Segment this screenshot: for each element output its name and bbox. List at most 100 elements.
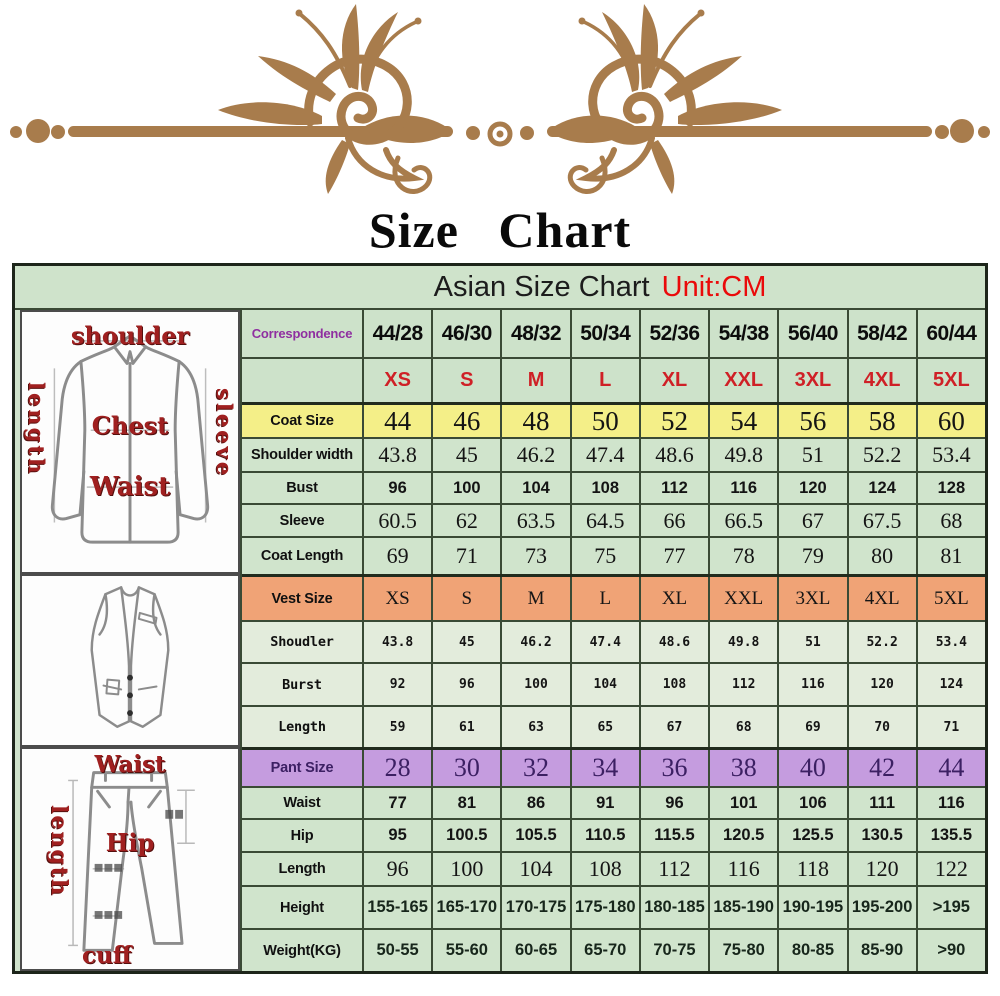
- cell-international-size-7: 4XL: [846, 359, 916, 402]
- jacket-sketch-icon: [50, 334, 210, 544]
- cell-vest-size-7: 4XL: [846, 577, 916, 620]
- cell-weight-4: 70-75: [638, 930, 708, 971]
- cell-coat-length-7: 80: [846, 538, 916, 574]
- pants-illustration: Waist length Hip cuff: [20, 747, 240, 971]
- row-label-height: Height: [280, 899, 324, 916]
- jacket-chest-label: Chest: [91, 411, 169, 440]
- cell-waist-7: 111: [846, 788, 916, 818]
- pants-length-label: length: [46, 805, 72, 897]
- page-title: Size Chart: [368, 202, 632, 258]
- cell-vest-length-5: 68: [708, 707, 777, 747]
- jacket-illustration: shoulder length sleeve Chest Waist: [20, 310, 240, 574]
- cell-bust-3: 108: [569, 473, 639, 503]
- cell-shoulder-width-1: 45: [431, 439, 500, 471]
- cell-height-5: 185-190: [708, 887, 777, 928]
- cell-bust-4: 112: [638, 473, 708, 503]
- cell-correspondence-8: 60/44: [915, 310, 985, 357]
- cell-height-0: 155-165: [362, 887, 431, 928]
- pants-hip-label: Hip: [105, 828, 155, 857]
- cell-correspondence-7: 58/42: [846, 310, 916, 357]
- cell-weight-1: 55-60: [431, 930, 500, 971]
- cell-hip-6: 125.5: [777, 820, 846, 851]
- cell-weight-0: 50-55: [362, 930, 431, 971]
- row-label-vest-shoulder: Shoudler: [270, 634, 334, 650]
- cell-vest-shoulder-7: 52.2: [846, 622, 916, 662]
- cell-vest-shoulder-3: 47.4: [569, 622, 639, 662]
- cell-correspondence-0: 44/28: [362, 310, 431, 357]
- cell-vest-shoulder-1: 45: [431, 622, 500, 662]
- cell-vest-length-7: 70: [846, 707, 916, 747]
- unit-label: Unit:CM: [661, 270, 767, 303]
- row-label-international-size: [242, 359, 362, 402]
- cell-weight-5: 75-80: [708, 930, 777, 971]
- cell-vest-size-4: XL: [638, 577, 708, 620]
- cell-pant-size-3: 34: [569, 750, 639, 786]
- illustration-column: shoulder length sleeve Chest Waist: [15, 310, 240, 971]
- cell-vest-shoulder-4: 48.6: [638, 622, 708, 662]
- cell-hip-1: 100.5: [431, 820, 500, 851]
- cell-bust-2: 104: [500, 473, 569, 503]
- cell-vest-length-6: 69: [777, 707, 846, 747]
- chart-subtitle-band: Asian Size Chart Unit:CM: [15, 266, 985, 310]
- row-vest-size: Vest Size XS S M L XL XXL 3XL 4XL 5XL: [242, 574, 985, 620]
- cell-vest-size-2: M: [500, 577, 569, 620]
- row-weight: Weight(KG) 50-55 55-60 60-65 65-70 70-75 75-80…: [242, 928, 985, 971]
- cell-correspondence-1: 46/30: [431, 310, 500, 357]
- cell-coat-size-1: 46: [431, 405, 500, 437]
- cell-weight-2: 60-65: [500, 930, 569, 971]
- cell-sleeve-7: 67.5: [846, 505, 916, 536]
- row-label-coat-size: Coat Size: [270, 413, 334, 429]
- cell-international-size-4: XL: [638, 359, 708, 402]
- cell-vest-size-0: XS: [362, 577, 431, 620]
- cell-hip-5: 120.5: [708, 820, 777, 851]
- cell-hip-3: 110.5: [569, 820, 639, 851]
- cell-bust-5: 116: [708, 473, 777, 503]
- cell-shoulder-width-7: 52.2: [846, 439, 916, 471]
- cell-hip-0: 95: [362, 820, 431, 851]
- cell-coat-length-1: 71: [431, 538, 500, 574]
- cell-vest-shoulder-8: 53.4: [915, 622, 985, 662]
- cell-pant-size-0: 28: [362, 750, 431, 786]
- cell-pant-size-6: 40: [777, 750, 846, 786]
- size-chart: Asian Size Chart Unit:CM: [12, 263, 988, 974]
- cell-sleeve-4: 66: [638, 505, 708, 536]
- row-label-vest-length: Length: [278, 719, 326, 735]
- row-pant-size: Pant Size 28 30 32 34 36 38 40 42 44: [242, 747, 985, 786]
- cell-coat-length-0: 69: [362, 538, 431, 574]
- cell-waist-8: 116: [915, 788, 985, 818]
- cell-coat-length-3: 75: [569, 538, 639, 574]
- cell-vest-length-8: 71: [915, 707, 985, 747]
- cell-vest-length-0: 59: [362, 707, 431, 747]
- cell-vest-shoulder-6: 51: [777, 622, 846, 662]
- cell-international-size-6: 3XL: [777, 359, 846, 402]
- cell-coat-size-2: 48: [500, 405, 569, 437]
- row-label-coat-length: Coat Length: [260, 548, 344, 564]
- cell-correspondence-4: 52/36: [638, 310, 708, 357]
- cell-coat-length-8: 81: [915, 538, 985, 574]
- cell-correspondence-3: 50/34: [569, 310, 639, 357]
- cell-pant-size-2: 32: [500, 750, 569, 786]
- jacket-sleeve-label: sleeve: [212, 388, 237, 479]
- cell-coat-size-3: 50: [569, 405, 639, 437]
- cell-bust-0: 96: [362, 473, 431, 503]
- row-shoulder-width: Shoulder width 43.8 45 46.2 47.4 48.6 49.8 51 52…: [242, 437, 985, 471]
- cell-vest-size-6: 3XL: [777, 577, 846, 620]
- cell-international-size-1: S: [431, 359, 500, 402]
- cell-vest-size-8: 5XL: [915, 577, 985, 620]
- cell-vest-bust-2: 100: [500, 664, 569, 705]
- cell-international-size-8: 5XL: [915, 359, 985, 402]
- cell-height-7: 195-200: [846, 887, 916, 928]
- chart-subtitle: Asian Size Chart: [433, 270, 650, 303]
- cell-bust-8: 128: [915, 473, 985, 503]
- cell-height-4: 180-185: [638, 887, 708, 928]
- cell-coat-size-6: 56: [777, 405, 846, 437]
- cell-international-size-5: XXL: [708, 359, 777, 402]
- cell-waist-1: 81: [431, 788, 500, 818]
- cell-vest-bust-3: 104: [569, 664, 639, 705]
- row-label-weight: Weight(KG): [263, 942, 341, 959]
- cell-vest-shoulder-5: 49.8: [708, 622, 777, 662]
- row-label-hip: Hip: [290, 827, 314, 844]
- cell-pant-length-3: 108: [569, 853, 639, 885]
- vest-illustration: [20, 574, 240, 747]
- jacket-length-label: length: [24, 382, 49, 477]
